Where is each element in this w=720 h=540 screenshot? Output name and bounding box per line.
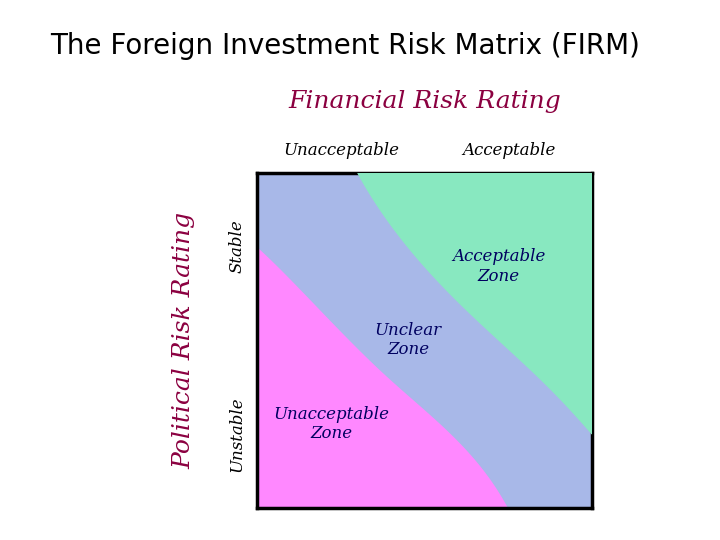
Text: Financial Risk Rating: Financial Risk Rating [289, 90, 561, 112]
Polygon shape [358, 173, 593, 434]
Text: Unacceptable
Zone: Unacceptable Zone [273, 406, 389, 442]
Text: The Foreign Investment Risk Matrix (FIRM): The Foreign Investment Risk Matrix (FIRM… [50, 32, 640, 60]
Text: Acceptable
Zone: Acceptable Zone [451, 248, 545, 285]
Polygon shape [258, 173, 593, 508]
Text: Stable: Stable [229, 220, 246, 273]
Text: Unacceptable: Unacceptable [283, 143, 399, 159]
Text: Unclear
Zone: Unclear Zone [374, 322, 441, 359]
Text: Acceptable: Acceptable [462, 143, 555, 159]
Polygon shape [258, 246, 509, 508]
Text: Unstable: Unstable [229, 396, 246, 472]
Text: Political Risk Rating: Political Risk Rating [172, 212, 195, 469]
